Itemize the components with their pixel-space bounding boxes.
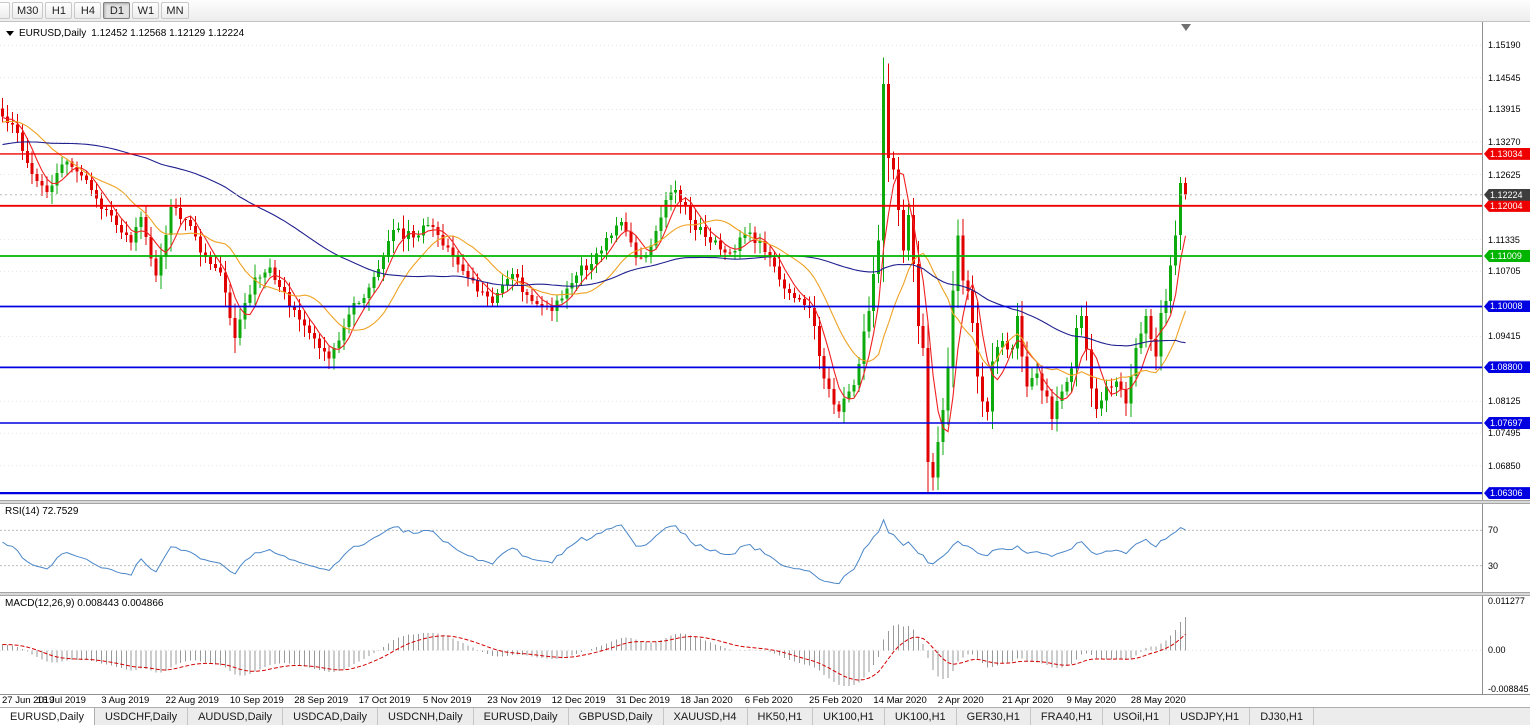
candlestick-chart — [0, 44, 1482, 495]
timeframe-button-m30[interactable]: M30 — [12, 2, 44, 19]
chart-tab-usdjpy-h1[interactable]: USDJPY,H1 — [1170, 708, 1251, 725]
chart-tabs-bar: EURUSD,Daily USDCHF,Daily AUDUSD,Daily USDC… — [0, 707, 1530, 725]
chart-title: EURUSD,Daily 1.12452 1.12568 1.12129 1.1… — [6, 28, 244, 39]
chart-tab-usdcnh-daily[interactable]: USDCNH,Daily — [378, 708, 474, 725]
timeframe-button-h4[interactable]: H4 — [74, 2, 102, 19]
time-axis-label: 10 Sep 2019 — [229, 695, 284, 706]
time-axis-label: 16 Jul 2019 — [36, 695, 86, 706]
macd-title: MACD(12,26,9) 0.008443 0.004866 — [5, 598, 164, 609]
timeframe-button-w1[interactable]: W1 — [132, 2, 160, 19]
rsi-axis-label: 70 — [1488, 525, 1499, 536]
chart-tab-gbpusd-daily[interactable]: GBPUSD,Daily — [569, 708, 664, 725]
candles-layer — [1, 57, 1187, 492]
rsi-plot[interactable]: RSI(14) 72.7529 — [0, 504, 1482, 592]
chart-tab-audusd-daily[interactable]: AUDUSD,Daily — [188, 708, 284, 725]
price-axis-label: 1.06850 — [1488, 460, 1521, 471]
timeframe-toolbar: 5M30H1H4D1W1MN — [0, 0, 1530, 22]
price-axis-label: 1.07495 — [1488, 428, 1521, 439]
time-axis-label: 28 Sep 2019 — [294, 695, 349, 706]
price-tag-1.08800: 1.08800 — [1484, 361, 1530, 374]
chart-tab-xauusd-h4[interactable]: XAUUSD,H4 — [664, 708, 748, 725]
macd-indicator-panel: MACD(12,26,9) 0.008443 0.004866 0.011277… — [0, 596, 1530, 694]
time-axis[interactable]: 27 Jun 2019 16 Jul 2019 3 Aug 2019 22 Aug 2… — [0, 694, 1530, 707]
price-axis-label: 1.11335 — [1488, 234, 1520, 245]
price-tag-1.10008: 1.10008 — [1484, 300, 1530, 313]
time-axis-label: 9 May 2020 — [1066, 695, 1117, 706]
price-axis-label: 1.15190 — [1488, 40, 1521, 51]
time-axis-label: 18 Jan 2020 — [680, 695, 733, 706]
macd-axis-label: 0.011277 — [1488, 596, 1525, 606]
rsi-line — [2, 518, 1186, 585]
rsi-indicator-panel: RSI(14) 72.7529 70 30 — [0, 504, 1530, 592]
price-tag-1.13034: 1.13034 — [1484, 147, 1530, 160]
chart-shift-marker-icon — [1181, 24, 1191, 31]
chart-tab-uk100-h1[interactable]: UK100,H1 — [813, 708, 885, 725]
time-axis-label: 3 Aug 2019 — [101, 695, 150, 706]
chart-tab-usoil-h1[interactable]: USOil,H1 — [1103, 708, 1171, 725]
price-tag-1.07697: 1.07697 — [1484, 417, 1530, 429]
macd-plot[interactable]: MACD(12,26,9) 0.008443 0.004866 — [0, 596, 1482, 694]
time-axis-label: 6 Feb 2020 — [744, 695, 793, 706]
price-axis-label: 1.13270 — [1488, 137, 1521, 147]
macd-axis[interactable]: 0.011277 0.00 -0.008845 — [1482, 596, 1530, 694]
time-axis-label: 31 Dec 2019 — [616, 695, 670, 706]
price-axis[interactable]: 1.15190 1.14545 1.13915 1.13270 1.12625 1.113… — [1482, 22, 1530, 500]
price-tag-1.06306: 1.06306 — [1484, 487, 1530, 500]
price-tag-1.11009: 1.11009 — [1484, 250, 1530, 262]
timeframe-button-d1[interactable]: D1 — [103, 2, 131, 19]
timeframe-button-mn[interactable]: MN — [161, 2, 189, 19]
chart-symbol-label: EURUSD,Daily — [19, 28, 87, 39]
price-tag-1.12224: 1.12224 — [1484, 188, 1530, 201]
time-axis-label: 22 Aug 2019 — [165, 695, 219, 706]
price-axis-label: 1.12625 — [1488, 169, 1521, 180]
ma-mid-line — [2, 120, 1187, 381]
chart-ohlc-values: 1.12452 1.12568 1.12129 1.12224 — [91, 28, 245, 39]
price-axis-label: 1.10705 — [1488, 266, 1521, 277]
chart-tab-uk100-h1[interactable]: UK100,H1 — [885, 708, 957, 725]
chart-tab-eurusd-daily[interactable]: EURUSD,Daily — [474, 708, 569, 725]
rsi-title: RSI(14) 72.7529 — [5, 506, 79, 517]
price-axis-label: 1.08125 — [1488, 396, 1521, 407]
price-axis-label: 1.13915 — [1488, 104, 1521, 115]
price-plot[interactable]: EURUSD,Daily 1.12452 1.12568 1.12129 1.1… — [0, 22, 1482, 500]
time-axis-label: 17 Oct 2019 — [358, 695, 411, 706]
time-axis-label: 28 May 2020 — [1130, 695, 1186, 706]
price-axis-label: 1.09415 — [1488, 331, 1521, 342]
timeframe-button-5[interactable]: 5 — [0, 2, 10, 19]
time-axis-label: 14 Mar 2020 — [873, 695, 927, 706]
chart-tab-usdchf-daily[interactable]: USDCHF,Daily — [95, 708, 189, 725]
macd-axis-label: -0.008845 — [1488, 684, 1529, 694]
time-axis-label: 21 Apr 2020 — [1002, 695, 1054, 706]
timeframe-button-h1[interactable]: H1 — [45, 2, 73, 19]
chart-tab-usdcad-daily[interactable]: USDCAD,Daily — [283, 708, 379, 725]
time-axis-label: 5 Nov 2019 — [422, 695, 472, 706]
macd-histogram — [2, 617, 1187, 686]
symbol-dropdown-icon[interactable] — [6, 31, 14, 36]
chart-tab-fra40-h1[interactable]: FRA40,H1 — [1031, 708, 1104, 725]
ma-slow-line — [2, 141, 1186, 347]
chart-tab-ger30-h1[interactable]: GER30,H1 — [957, 708, 1031, 725]
rsi-axis[interactable]: 70 30 — [1482, 504, 1530, 592]
macd-signal-line — [2, 633, 1186, 681]
macd-axis-label: 0.00 — [1488, 645, 1506, 656]
horizontal-lines-layer — [0, 153, 1482, 495]
chart-tab-hk50-h1[interactable]: HK50,H1 — [748, 708, 814, 725]
ma-fast-line — [2, 116, 1187, 433]
chart-tab-eurusd-daily[interactable]: EURUSD,Daily — [0, 708, 95, 725]
panel-resize-divider[interactable] — [0, 592, 1530, 596]
time-axis-label: 12 Dec 2019 — [551, 695, 606, 706]
macd-chart — [0, 617, 1482, 686]
rsi-chart — [0, 518, 1482, 585]
time-axis-label: 23 Nov 2019 — [487, 695, 542, 706]
price-axis-label: 1.14545 — [1488, 72, 1521, 83]
rsi-axis-label: 30 — [1488, 560, 1499, 571]
panel-resize-divider[interactable] — [0, 500, 1530, 504]
time-axis-label: 2 Apr 2020 — [937, 695, 984, 706]
price-tag-1.12004: 1.12004 — [1484, 199, 1530, 212]
time-axis-label: 25 Feb 2020 — [809, 695, 863, 706]
chart-tab-dj30-h1[interactable]: DJ30,H1 — [1250, 708, 1314, 725]
price-chart-panel: EURUSD,Daily 1.12452 1.12568 1.12129 1.1… — [0, 22, 1530, 500]
time-axis-label: 27 Jun 2019 — [2, 695, 55, 706]
